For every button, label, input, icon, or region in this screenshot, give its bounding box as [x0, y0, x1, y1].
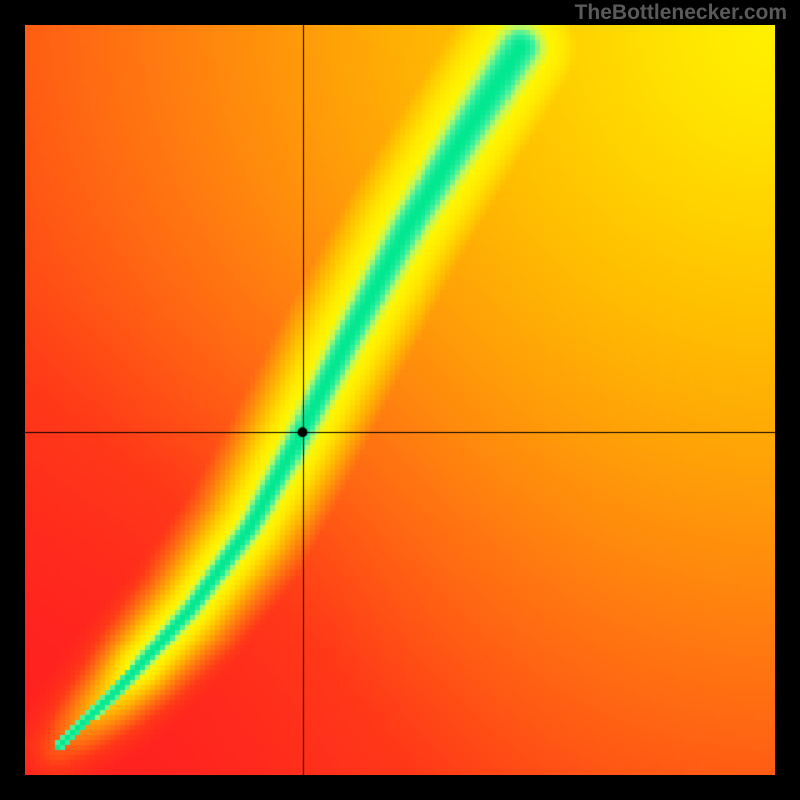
watermark-text: TheBottlenecker.com	[575, 1, 787, 25]
crosshair-overlay	[25, 25, 775, 775]
plot-area	[25, 25, 775, 775]
